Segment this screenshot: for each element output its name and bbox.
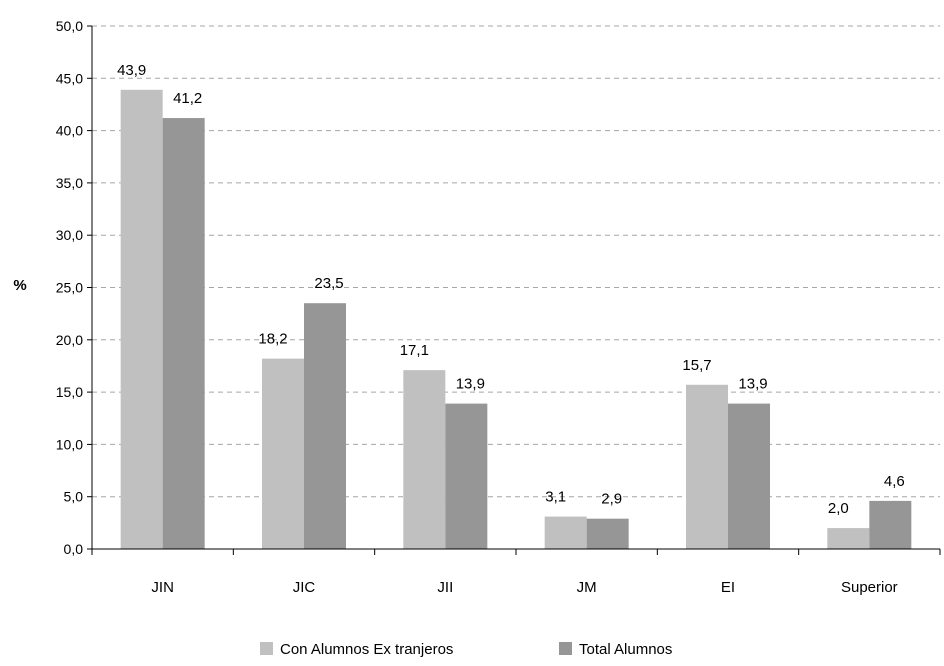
bar: [120, 89, 163, 549]
bar: [728, 403, 770, 549]
bar: [686, 384, 728, 549]
legend: Con Alumnos Ex tranjeros Total Alumnos: [260, 641, 672, 658]
data-label: 43,9: [117, 62, 146, 79]
data-label: 3,1: [545, 489, 566, 506]
x-tick-label: JIC: [293, 579, 316, 596]
y-tick-label: 35,0: [56, 175, 83, 191]
data-label: 18,2: [258, 331, 287, 348]
data-label: 4,6: [884, 473, 905, 490]
x-tick-label: Superior: [841, 579, 898, 596]
x-tick-label: JII: [437, 579, 453, 596]
bar: [162, 118, 205, 549]
x-tick-label: EI: [721, 579, 735, 596]
y-tick-label: 50,0: [56, 18, 83, 34]
y-tick-label: 0,0: [64, 541, 84, 557]
data-label: 13,9: [456, 376, 485, 393]
data-label: 41,2: [173, 90, 202, 107]
data-label: 2,0: [828, 500, 849, 517]
data-label: 13,9: [738, 376, 767, 393]
x-tick-label: JM: [577, 579, 597, 596]
legend-swatch: [559, 642, 572, 655]
axes: 0,0 5,0 10,0 15,0 20,0 25,0 30,0 35,0 40,0 45,0 50…: [56, 18, 941, 596]
data-label: 15,7: [682, 357, 711, 374]
data-label: 17,1: [400, 342, 429, 359]
bar: [403, 370, 446, 549]
legend-label: Con Alumnos Ex tranjeros: [280, 641, 453, 658]
bar: [445, 403, 488, 549]
bars: [120, 89, 912, 549]
bar: [262, 358, 304, 549]
bar: [827, 528, 870, 549]
bar: [544, 516, 587, 549]
y-tick-label: 15,0: [56, 384, 83, 400]
legend-label: Total Alumnos: [579, 641, 672, 658]
data-label: 23,5: [314, 275, 343, 292]
y-axis-label: %: [13, 277, 26, 294]
legend-swatch: [260, 642, 273, 655]
y-tick-label: 5,0: [64, 489, 84, 505]
grid-lines: [92, 25, 940, 498]
x-tick-label: JIN: [151, 579, 174, 596]
data-labels: 43,9 41,2 18,2 23,5 17,1 13,9 3,1 2,9 15,7 13,9 2,…: [117, 62, 905, 517]
y-tick-label: 40,0: [56, 123, 83, 139]
y-tick-label: 45,0: [56, 70, 83, 86]
y-tick-label: 10,0: [56, 436, 83, 452]
bar: [586, 518, 629, 549]
data-label: 2,9: [601, 491, 622, 508]
bar: [869, 500, 912, 549]
bar: [304, 303, 346, 549]
y-tick-label: 30,0: [56, 227, 83, 243]
y-tick-label: 25,0: [56, 280, 83, 296]
y-tick-label: 20,0: [56, 332, 83, 348]
